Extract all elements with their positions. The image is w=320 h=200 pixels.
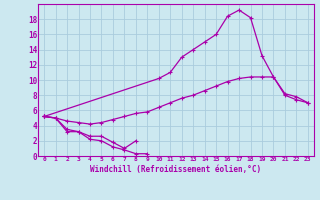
X-axis label: Windchill (Refroidissement éolien,°C): Windchill (Refroidissement éolien,°C)	[91, 165, 261, 174]
